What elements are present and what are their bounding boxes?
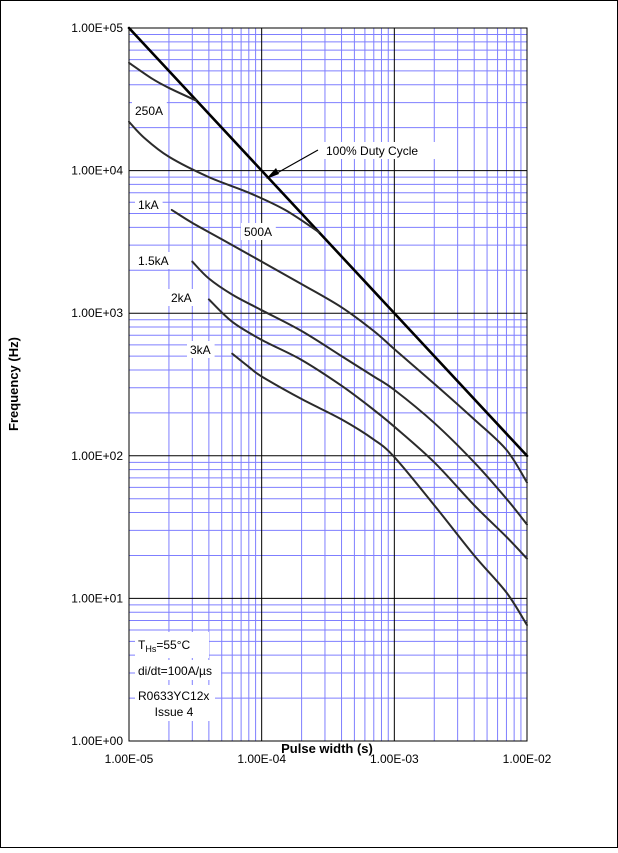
series-label-500a: 500A — [244, 225, 272, 239]
series-label-bg — [132, 102, 167, 119]
tick-labels: 1.00E-05 1.00E-04 1.00E-03 1.00E-02 1.00E+00… — [71, 21, 551, 766]
y-tick-label: 1.00E+05 — [71, 21, 123, 35]
series-label-250a: 250A — [135, 104, 163, 118]
y-tick-label: 1.00E+00 — [71, 734, 123, 748]
part-code-annotation-bg — [135, 685, 215, 721]
series-line-1-5ka — [191, 260, 528, 526]
didt-annotation-bg — [135, 660, 221, 680]
series-label-3ka: 3kA — [190, 343, 211, 357]
series-label-1-5ka: 1.5kA — [138, 254, 169, 268]
series-line-1ka — [170, 208, 528, 484]
annotation-box: THs=55°C di/dt=100A/µs R0633YC12x Issue … — [135, 632, 221, 721]
series-label-bg — [323, 142, 437, 159]
x-tick-label: 1.00E-03 — [370, 752, 419, 766]
series-label-100pct-duty-cycle: 100% Duty Cycle — [326, 144, 418, 158]
series-labels: 100% Duty Cycle 250A 500A 1kA 1.5kA 2kA 3kA — [132, 102, 437, 358]
major-gridlines — [129, 28, 527, 741]
duty-cycle-arrow-head — [266, 168, 279, 179]
x-axis-label: Pulse width (s) — [281, 741, 373, 756]
series-line-3ka — [231, 352, 528, 627]
series-line-500a — [128, 120, 320, 234]
series-label-2ka: 2kA — [171, 291, 192, 305]
part-code-annotation: R0633YC12x — [138, 689, 209, 703]
series-label-bg — [135, 252, 177, 269]
y-tick-label: 1.00E+04 — [71, 164, 123, 178]
y-tick-label: 1.00E+02 — [71, 449, 123, 463]
x-tick-label: 1.00E-05 — [105, 752, 154, 766]
y-tick-label: 1.00E+03 — [71, 306, 123, 320]
series-label-bg — [135, 196, 163, 213]
series-label-bg — [187, 341, 215, 358]
minor-gridlines — [129, 28, 527, 741]
plot-area-border — [128, 27, 528, 742]
x-tick-label: 1.00E-04 — [237, 752, 286, 766]
x-tick-label: 1.00E-02 — [503, 752, 552, 766]
issue-annotation: Issue 4 — [155, 705, 194, 719]
series-label-bg — [168, 289, 196, 306]
series-line-250a — [128, 61, 198, 102]
y-tick-label: 1.00E+01 — [71, 591, 123, 605]
ths-annotation-bg — [135, 632, 209, 658]
series-layer — [127, 26, 529, 627]
ths-annotation: THs=55°C — [138, 638, 190, 654]
series-label-bg — [241, 223, 276, 240]
didt-annotation: di/dt=100A/µs — [138, 664, 212, 678]
y-axis-label: Frequency (Hz) — [6, 337, 21, 431]
series-line-2ka — [207, 298, 528, 560]
series-label-1ka: 1kA — [138, 198, 159, 212]
